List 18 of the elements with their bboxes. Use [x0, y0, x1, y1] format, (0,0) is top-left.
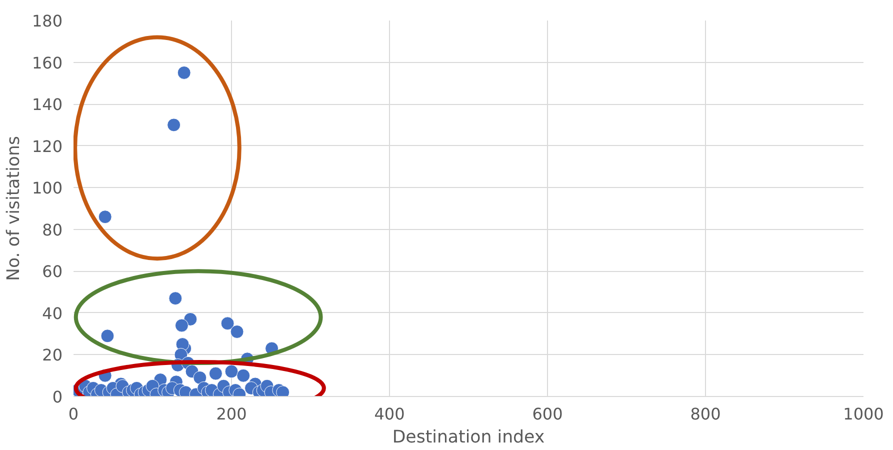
y-tick-label: 20: [42, 346, 62, 365]
y-tick-label: 60: [42, 262, 62, 282]
y-tick-label: 180: [32, 12, 63, 30]
x-tick-label: 0: [68, 404, 79, 424]
y-tick-label: 0: [52, 388, 63, 406]
y-tick-label: 120: [32, 136, 63, 156]
x-tick-label: 200: [216, 404, 247, 424]
y-axis-title: No. of visitations: [4, 136, 24, 282]
x-tick-label: 1000: [843, 404, 884, 424]
x-axis-title: Destination index: [392, 428, 545, 448]
y-tick-label: 160: [32, 53, 63, 72]
x-tick-label: 400: [374, 404, 405, 424]
y-tick-label: 100: [32, 178, 63, 198]
x-tick-label: 800: [690, 404, 721, 424]
y-tick-label: 40: [42, 304, 62, 323]
x-tick-label: 600: [532, 404, 563, 424]
y-tick-label: 80: [42, 220, 62, 240]
y-tick-label: 140: [32, 95, 63, 114]
